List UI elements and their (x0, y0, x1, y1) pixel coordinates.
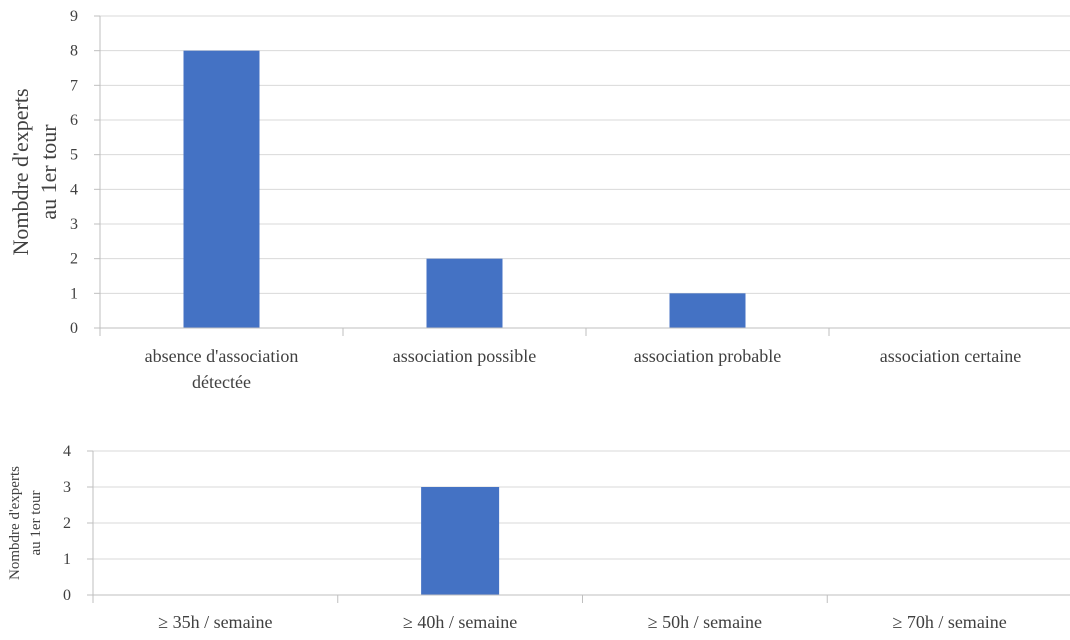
chart-1: 0 1 2 3 4 5 6 7 8 9 absence d'association détectée a… (8, 8, 1070, 392)
x-category-label: ≥ 50h / semaine (648, 612, 762, 632)
y-tick-label: 2 (70, 251, 78, 268)
y-tick-label: 5 (70, 147, 78, 164)
y-tick-label: 1 (70, 285, 78, 302)
y-tick-label: 8 (70, 43, 78, 60)
x-category-label: ≥ 35h / semaine (158, 612, 272, 632)
y-axis-title: Nombdre d'experts (8, 88, 33, 255)
bar (421, 487, 500, 595)
bar (183, 50, 260, 329)
y-tick-label: 3 (63, 479, 71, 496)
y-axis-title: au 1er tour (36, 124, 61, 220)
y-tick-label: 3 (70, 216, 78, 233)
y-axis-title: au 1er tour (28, 491, 44, 556)
x-category-label: ≥ 40h / semaine (403, 612, 517, 632)
y-tick-label: 9 (70, 8, 78, 25)
y-tick-label: 0 (63, 587, 71, 604)
bar (426, 258, 503, 328)
bar (669, 293, 746, 328)
x-category-label: absence d'association détectée (145, 346, 299, 392)
y-tick-label: 1 (63, 551, 71, 568)
y-tick-label: 0 (70, 320, 78, 337)
y-tick-label: 2 (63, 515, 71, 532)
chart-2: 0 1 2 3 4 ≥ 35h / semaine ≥ 40h / semaine ≥ 50h… (7, 443, 1070, 632)
y-tick-label: 6 (70, 112, 78, 129)
y-axis-title: Nombdre d'experts (7, 466, 23, 580)
x-category-label: association certaine (880, 346, 1021, 366)
y-tick-label: 4 (63, 443, 71, 460)
y-tick-label: 4 (70, 181, 78, 198)
x-category-label: ≥ 70h / semaine (892, 612, 1006, 632)
y-tick-label: 7 (70, 77, 78, 94)
x-category-label: association probable (634, 346, 781, 366)
x-category-label: association possible (393, 346, 536, 366)
